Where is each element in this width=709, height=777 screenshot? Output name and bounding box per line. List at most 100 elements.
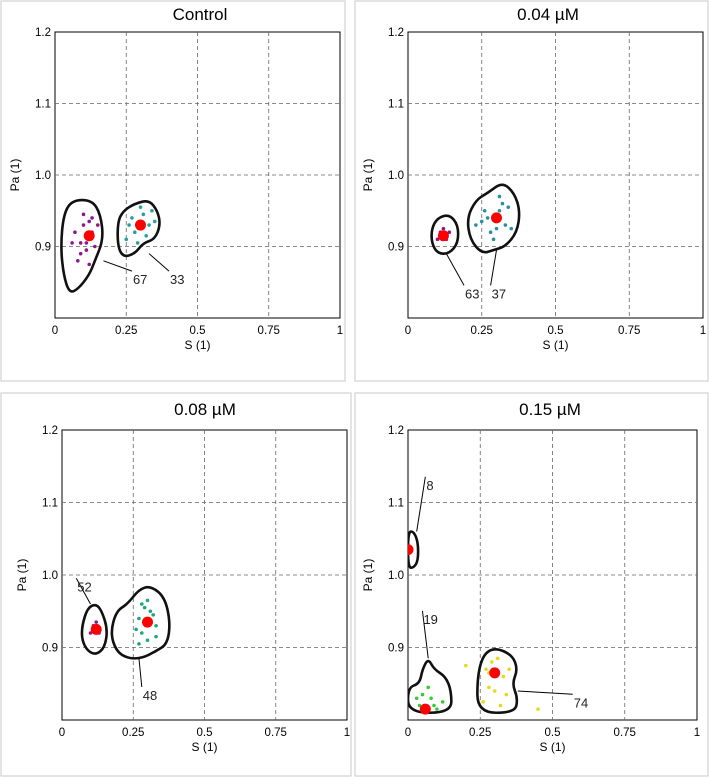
population-gate [430, 214, 460, 255]
x-tick-label: 0.75 [258, 325, 280, 337]
scatter-point [440, 700, 445, 704]
x-tick-label: 0.75 [265, 727, 287, 739]
scatter-point [81, 223, 86, 227]
x-tick-label: 0.25 [471, 325, 493, 337]
y-tick-label: 1.1 [35, 99, 51, 111]
x-tick-label: 0.75 [618, 325, 640, 337]
x-tick-label: 0.75 [614, 727, 636, 739]
scatter-point [145, 598, 150, 603]
population-gate [116, 200, 161, 258]
scatter-point [76, 259, 80, 263]
scatter-point [145, 638, 150, 643]
scatter-point [137, 616, 141, 621]
x-axis-label: S (1) [542, 338, 568, 352]
scatter-point [84, 248, 89, 252]
scatter-point [90, 216, 94, 220]
scatter-point [141, 212, 146, 217]
population-center [408, 544, 414, 556]
scatter-point [464, 663, 468, 668]
population-gate [110, 585, 171, 660]
scatter-point [417, 703, 422, 708]
scatter-point [487, 685, 491, 690]
panel-border [354, 392, 709, 777]
chart-panel-1: Control 0 0.25 0.5 0.75 1 0.9 1.0 1.1 1.2 S (1) Pa … [0, 0, 346, 382]
population-center [437, 230, 449, 242]
scatter-point [84, 241, 89, 245]
scatter-point [435, 707, 439, 711]
population-percent-label: 8 [426, 478, 433, 493]
scatter-point [142, 605, 147, 610]
panel-border [0, 392, 352, 777]
annotation-leader [75, 578, 91, 605]
scatter-point [147, 223, 151, 227]
y-axis-label: Pa (1) [8, 159, 22, 192]
scatter-point [484, 667, 488, 672]
plot-area [430, 183, 521, 255]
x-tick-label: 0.5 [545, 727, 561, 739]
x-tick-label: 1 [344, 727, 350, 739]
scatter-point [94, 620, 98, 624]
population-percent-label: 74 [574, 695, 588, 710]
population-gate [408, 530, 420, 570]
y-tick-label: 1.0 [35, 170, 51, 182]
x-tick-label: 0.5 [197, 727, 213, 739]
plot-area [408, 530, 540, 715]
scatter-point [482, 208, 487, 213]
y-tick-label: 1.2 [42, 425, 58, 437]
scatter-point [93, 244, 97, 249]
population-percent-label: 19 [423, 612, 437, 627]
population-center [83, 230, 95, 242]
y-tick-label: 1.1 [388, 498, 404, 510]
scatter-point [506, 205, 511, 209]
annotation-leader [517, 690, 573, 695]
y-tick-label: 1.0 [42, 570, 58, 582]
scatter-point [536, 707, 540, 711]
scatter-point [78, 251, 83, 256]
population-center [491, 212, 502, 224]
scatter-point [426, 685, 431, 690]
annotation-leader [490, 249, 497, 286]
scatter-point [495, 656, 500, 661]
y-tick-label: 1.1 [42, 498, 58, 510]
population-gate [476, 648, 519, 715]
scatter-point [87, 262, 91, 267]
scatter-point [474, 223, 478, 227]
scatter-point [504, 692, 509, 697]
x-tick-label: 0 [52, 325, 58, 337]
population-percent-label: 67 [133, 272, 147, 287]
population-center [135, 219, 146, 231]
y-tick-label: 1.1 [388, 99, 404, 111]
scatter-point [447, 230, 452, 234]
plot-area [80, 585, 171, 660]
scatter-point [479, 219, 484, 224]
panel-title: 0.08 µM [174, 400, 236, 419]
population-gate [466, 183, 521, 254]
population-gate [80, 603, 108, 655]
scatter-point [127, 223, 131, 227]
scatter-point [140, 631, 144, 635]
y-tick-label: 1.2 [388, 425, 404, 437]
annotation-leader [148, 253, 170, 272]
scatter-point [429, 696, 433, 701]
x-axis-label: S (1) [539, 740, 565, 754]
panel-title: 0.15 µM [519, 400, 581, 419]
scatter-point [137, 642, 141, 646]
y-axis-label: Pa (1) [361, 559, 375, 592]
scatter-point [138, 205, 143, 209]
x-tick-label: 1 [700, 325, 706, 337]
scatter-point [491, 237, 496, 242]
population-center [142, 616, 153, 628]
population-percent-label: 48 [143, 688, 157, 703]
y-tick-label: 0.9 [42, 643, 58, 655]
scatter-point [481, 700, 485, 704]
annotation-leader [421, 610, 429, 659]
panel-title: 0.04 µM [517, 5, 579, 24]
scatter-point [488, 230, 493, 234]
scatter-point [134, 627, 138, 632]
x-tick-label: 1 [694, 727, 700, 739]
y-tick-label: 1.2 [35, 27, 51, 39]
scatter-point [81, 212, 86, 217]
scatter-point [144, 233, 148, 238]
panel-title: Control [173, 5, 228, 24]
